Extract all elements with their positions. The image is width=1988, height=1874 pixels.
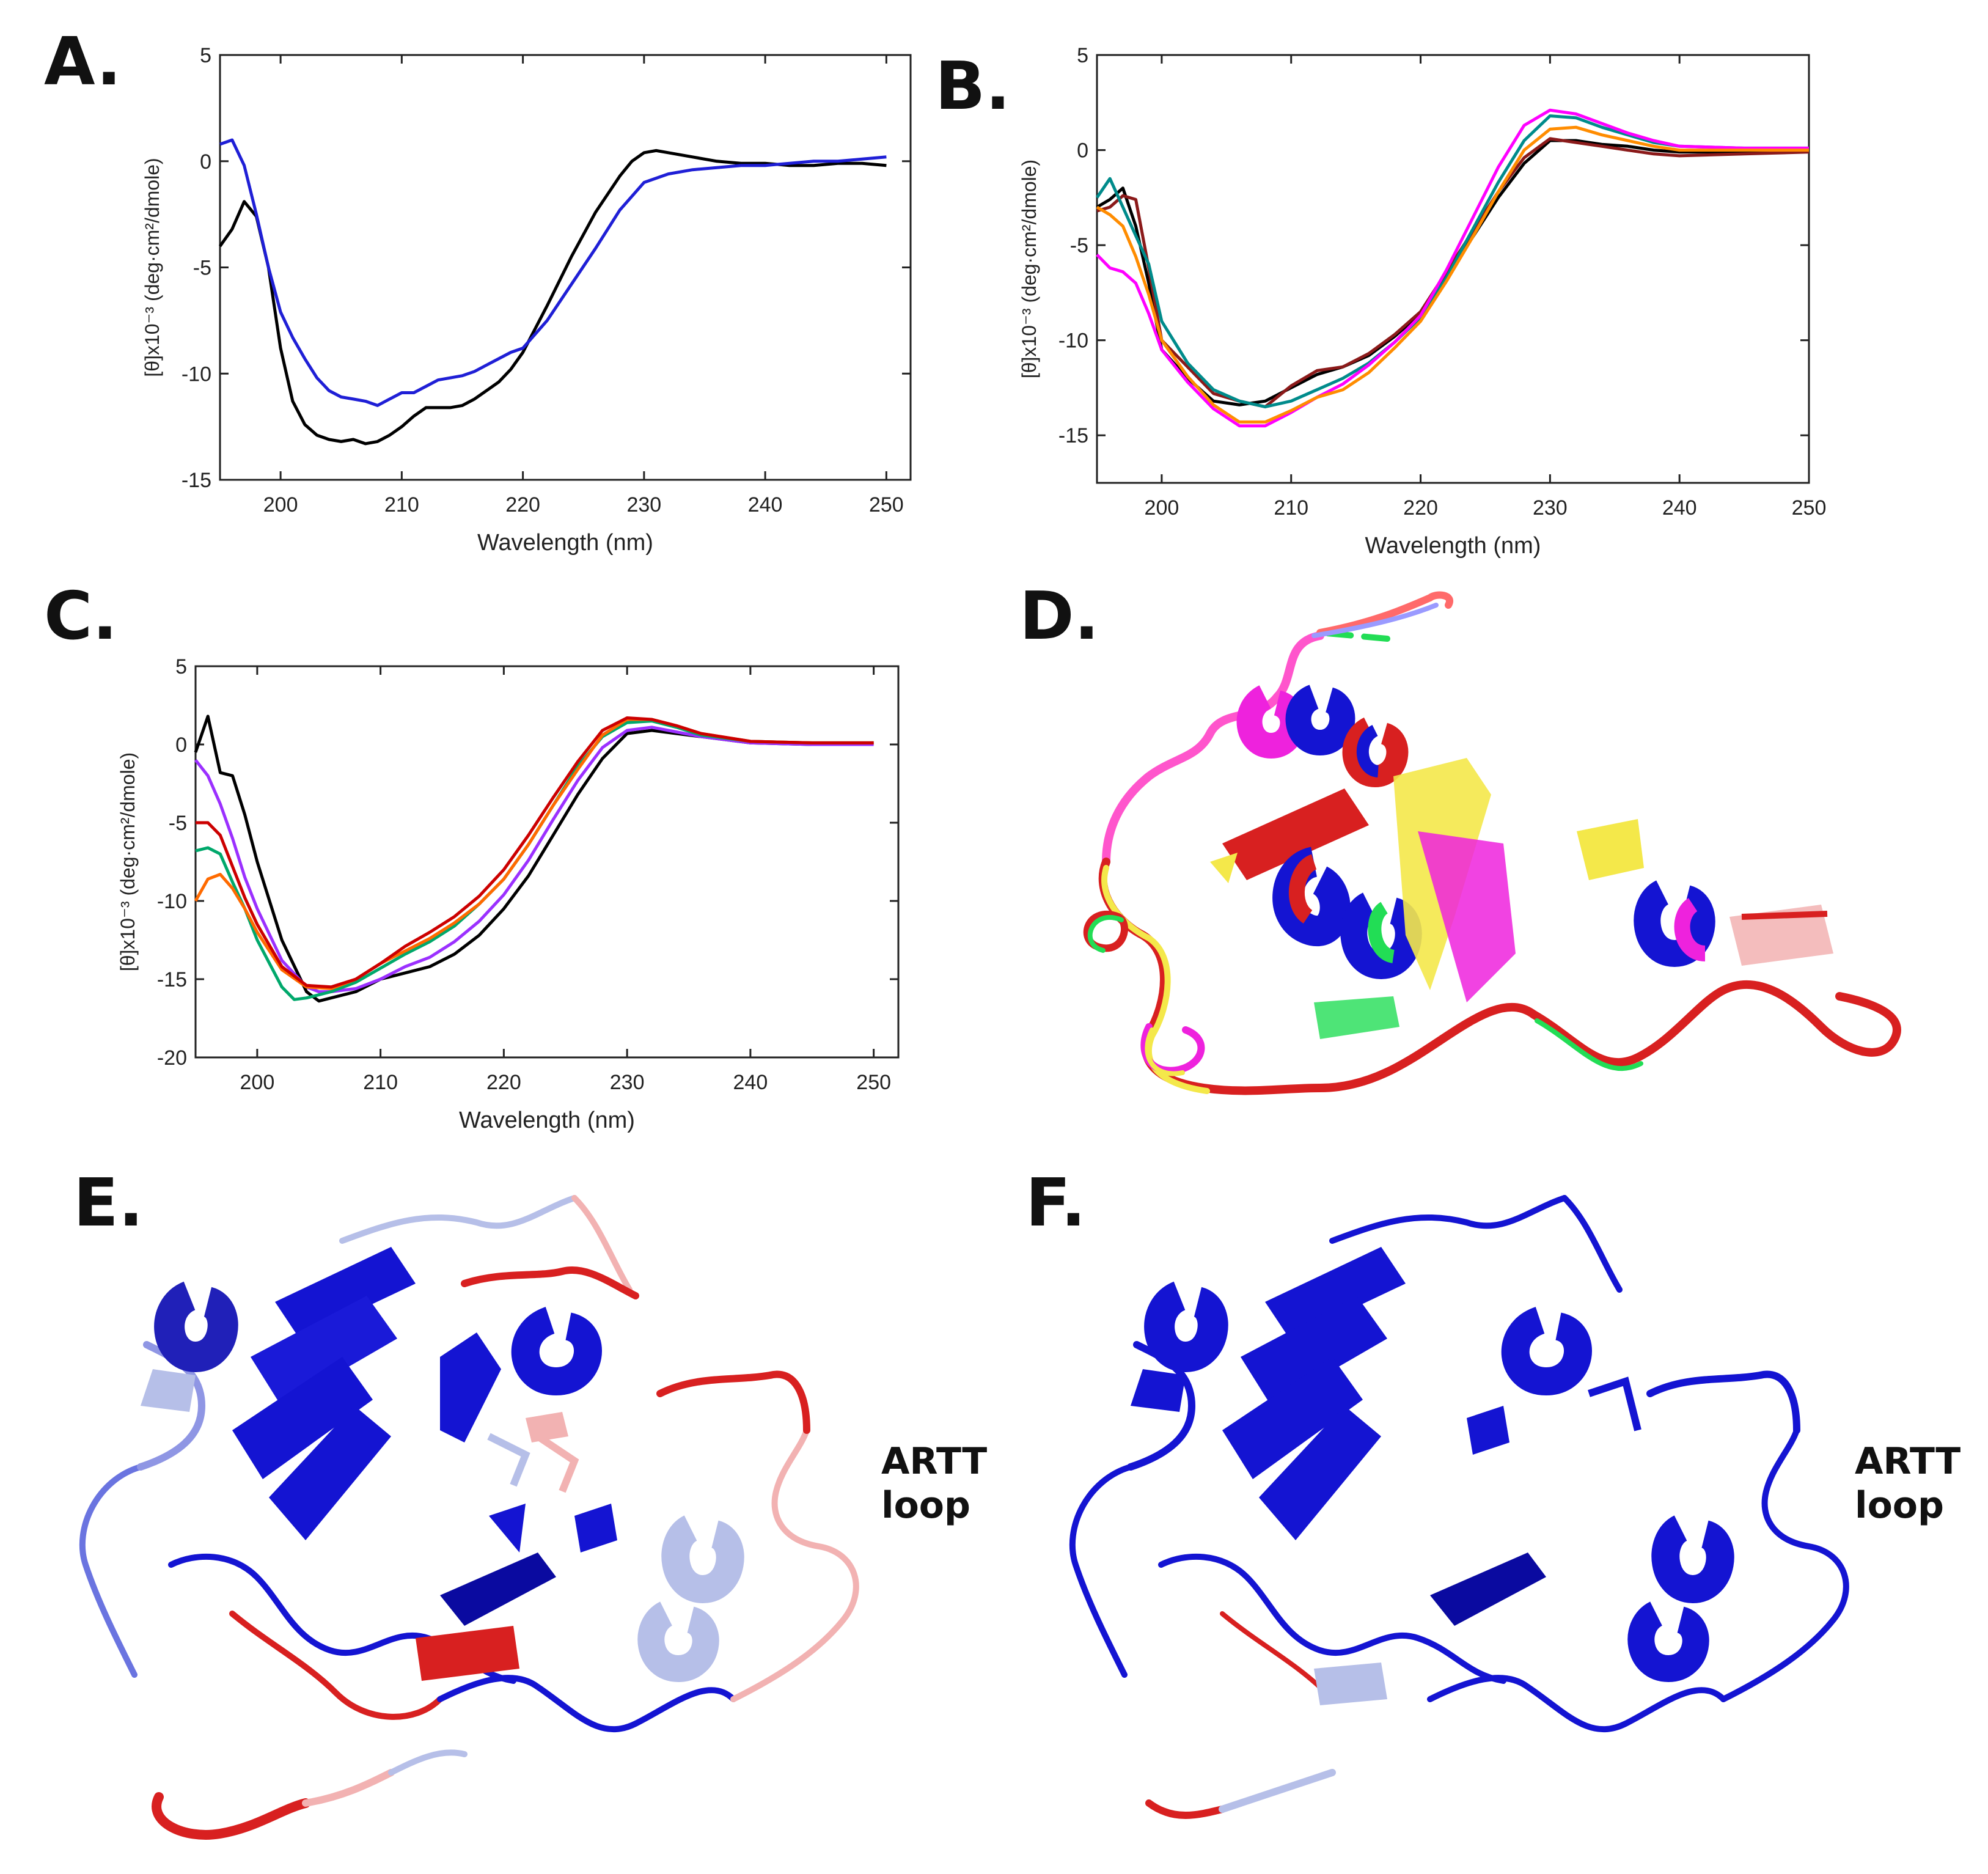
x-tick-label: 220 xyxy=(1403,496,1438,520)
x-tick-label: 200 xyxy=(263,493,298,516)
panel-label-e: E. xyxy=(73,1165,144,1241)
x-tick-label: 240 xyxy=(733,1071,768,1094)
series-line-a-1 xyxy=(218,149,887,446)
panel-label-b: B. xyxy=(935,48,1011,125)
y-axis-label-c: [θ]x10⁻³ (deg·cm²/dmole) xyxy=(117,752,139,971)
series-line-c-2 xyxy=(194,726,874,993)
x-tick-label: 240 xyxy=(1662,496,1697,520)
artt-loop-line2-e: loop xyxy=(881,1484,970,1527)
x-tick-label: 210 xyxy=(384,493,419,516)
x-axis-label-c: Wavelength (nm) xyxy=(459,1108,635,1133)
y-tick-label: 5 xyxy=(175,655,187,678)
series-line-b-2 xyxy=(1096,137,1810,409)
structure-uniform-f xyxy=(1069,1195,1849,1819)
y-axis-label-a: [θ]x10⁻³ (deg·cm²/dmole) xyxy=(141,158,163,377)
panel-label-d: D. xyxy=(1019,578,1099,655)
x-tick-label: 250 xyxy=(1792,496,1827,520)
y-tick-label: -15 xyxy=(157,968,187,991)
series-line-b-5 xyxy=(1096,125,1809,424)
artt-loop-label-f: ARTT loop xyxy=(1855,1439,1960,1527)
x-tick-label: 210 xyxy=(1274,496,1308,520)
series-line-b-4 xyxy=(1096,108,1809,428)
y-tick-label: -10 xyxy=(157,890,187,913)
artt-loop-label-e: ARTT loop xyxy=(881,1439,987,1527)
panel-label-f: F. xyxy=(1025,1165,1086,1241)
cd-spectrum-chart-c: 200 210 220 230 240 250 5 0 -5 -10 -15 -20 Wavelengt… xyxy=(117,655,900,1133)
y-tick-label: 0 xyxy=(1077,139,1088,163)
y-tick-label: -10 xyxy=(1058,329,1088,353)
y-tick-label: -5 xyxy=(193,257,211,280)
x-tick-label: 230 xyxy=(626,493,661,516)
x-tick-label: 210 xyxy=(363,1071,398,1094)
series-line-c-3 xyxy=(195,719,874,1001)
artt-loop-line2-f: loop xyxy=(1855,1484,1944,1527)
x-tick-label: 250 xyxy=(856,1071,891,1094)
x-tick-label: 220 xyxy=(505,493,540,516)
structure-superposition-d xyxy=(1083,591,1901,1095)
y-axis-label-b: [θ]x10⁻³ (deg·cm²/dmole) xyxy=(1018,160,1040,378)
x-axis-label-b: Wavelength (nm) xyxy=(1365,533,1541,559)
y-tick-label: -10 xyxy=(182,362,211,386)
series-line-c-5 xyxy=(196,716,874,989)
series-line-c-1 xyxy=(194,715,874,1003)
panel-label-a: A. xyxy=(44,24,122,100)
x-tick-label: 240 xyxy=(748,493,783,516)
y-tick-label: -5 xyxy=(1070,234,1088,257)
artt-loop-line1-f: ARTT xyxy=(1855,1440,1961,1483)
cd-spectrum-chart-a: 200 210 220 230 240 250 5 0 -5 -10 -15 Wavelength (… xyxy=(141,44,912,556)
artt-loop-line1-e: ARTT xyxy=(881,1440,988,1483)
x-tick-label: 200 xyxy=(1145,496,1179,520)
x-tick-label: 200 xyxy=(240,1071,275,1094)
y-tick-label: -20 xyxy=(157,1046,187,1070)
structure-flexibility-e xyxy=(79,1195,859,1840)
y-tick-label: -15 xyxy=(182,469,211,492)
y-tick-label: 0 xyxy=(200,150,211,174)
series-line-c-4 xyxy=(194,718,874,990)
plot-frame-c xyxy=(194,665,900,1059)
plot-frame-b xyxy=(1096,54,1810,484)
x-tick-label: 230 xyxy=(1533,496,1568,520)
x-tick-label: 230 xyxy=(610,1071,645,1094)
cd-spectrum-chart-b: 200 210 220 230 240 250 5 0 -5 -10 -15 Wavelength (… xyxy=(1018,44,1827,559)
panel-label-c: C. xyxy=(44,578,118,655)
y-tick-label: 5 xyxy=(1077,44,1088,67)
x-tick-label: 250 xyxy=(869,493,904,516)
y-tick-label: 5 xyxy=(200,44,211,67)
series-line-a-2 xyxy=(219,138,887,407)
x-tick-label: 220 xyxy=(486,1071,521,1094)
y-tick-label: 0 xyxy=(175,733,187,757)
y-tick-label: -5 xyxy=(169,812,187,835)
x-axis-label-a: Wavelength (nm) xyxy=(477,530,653,556)
y-tick-label: -15 xyxy=(1058,424,1088,447)
